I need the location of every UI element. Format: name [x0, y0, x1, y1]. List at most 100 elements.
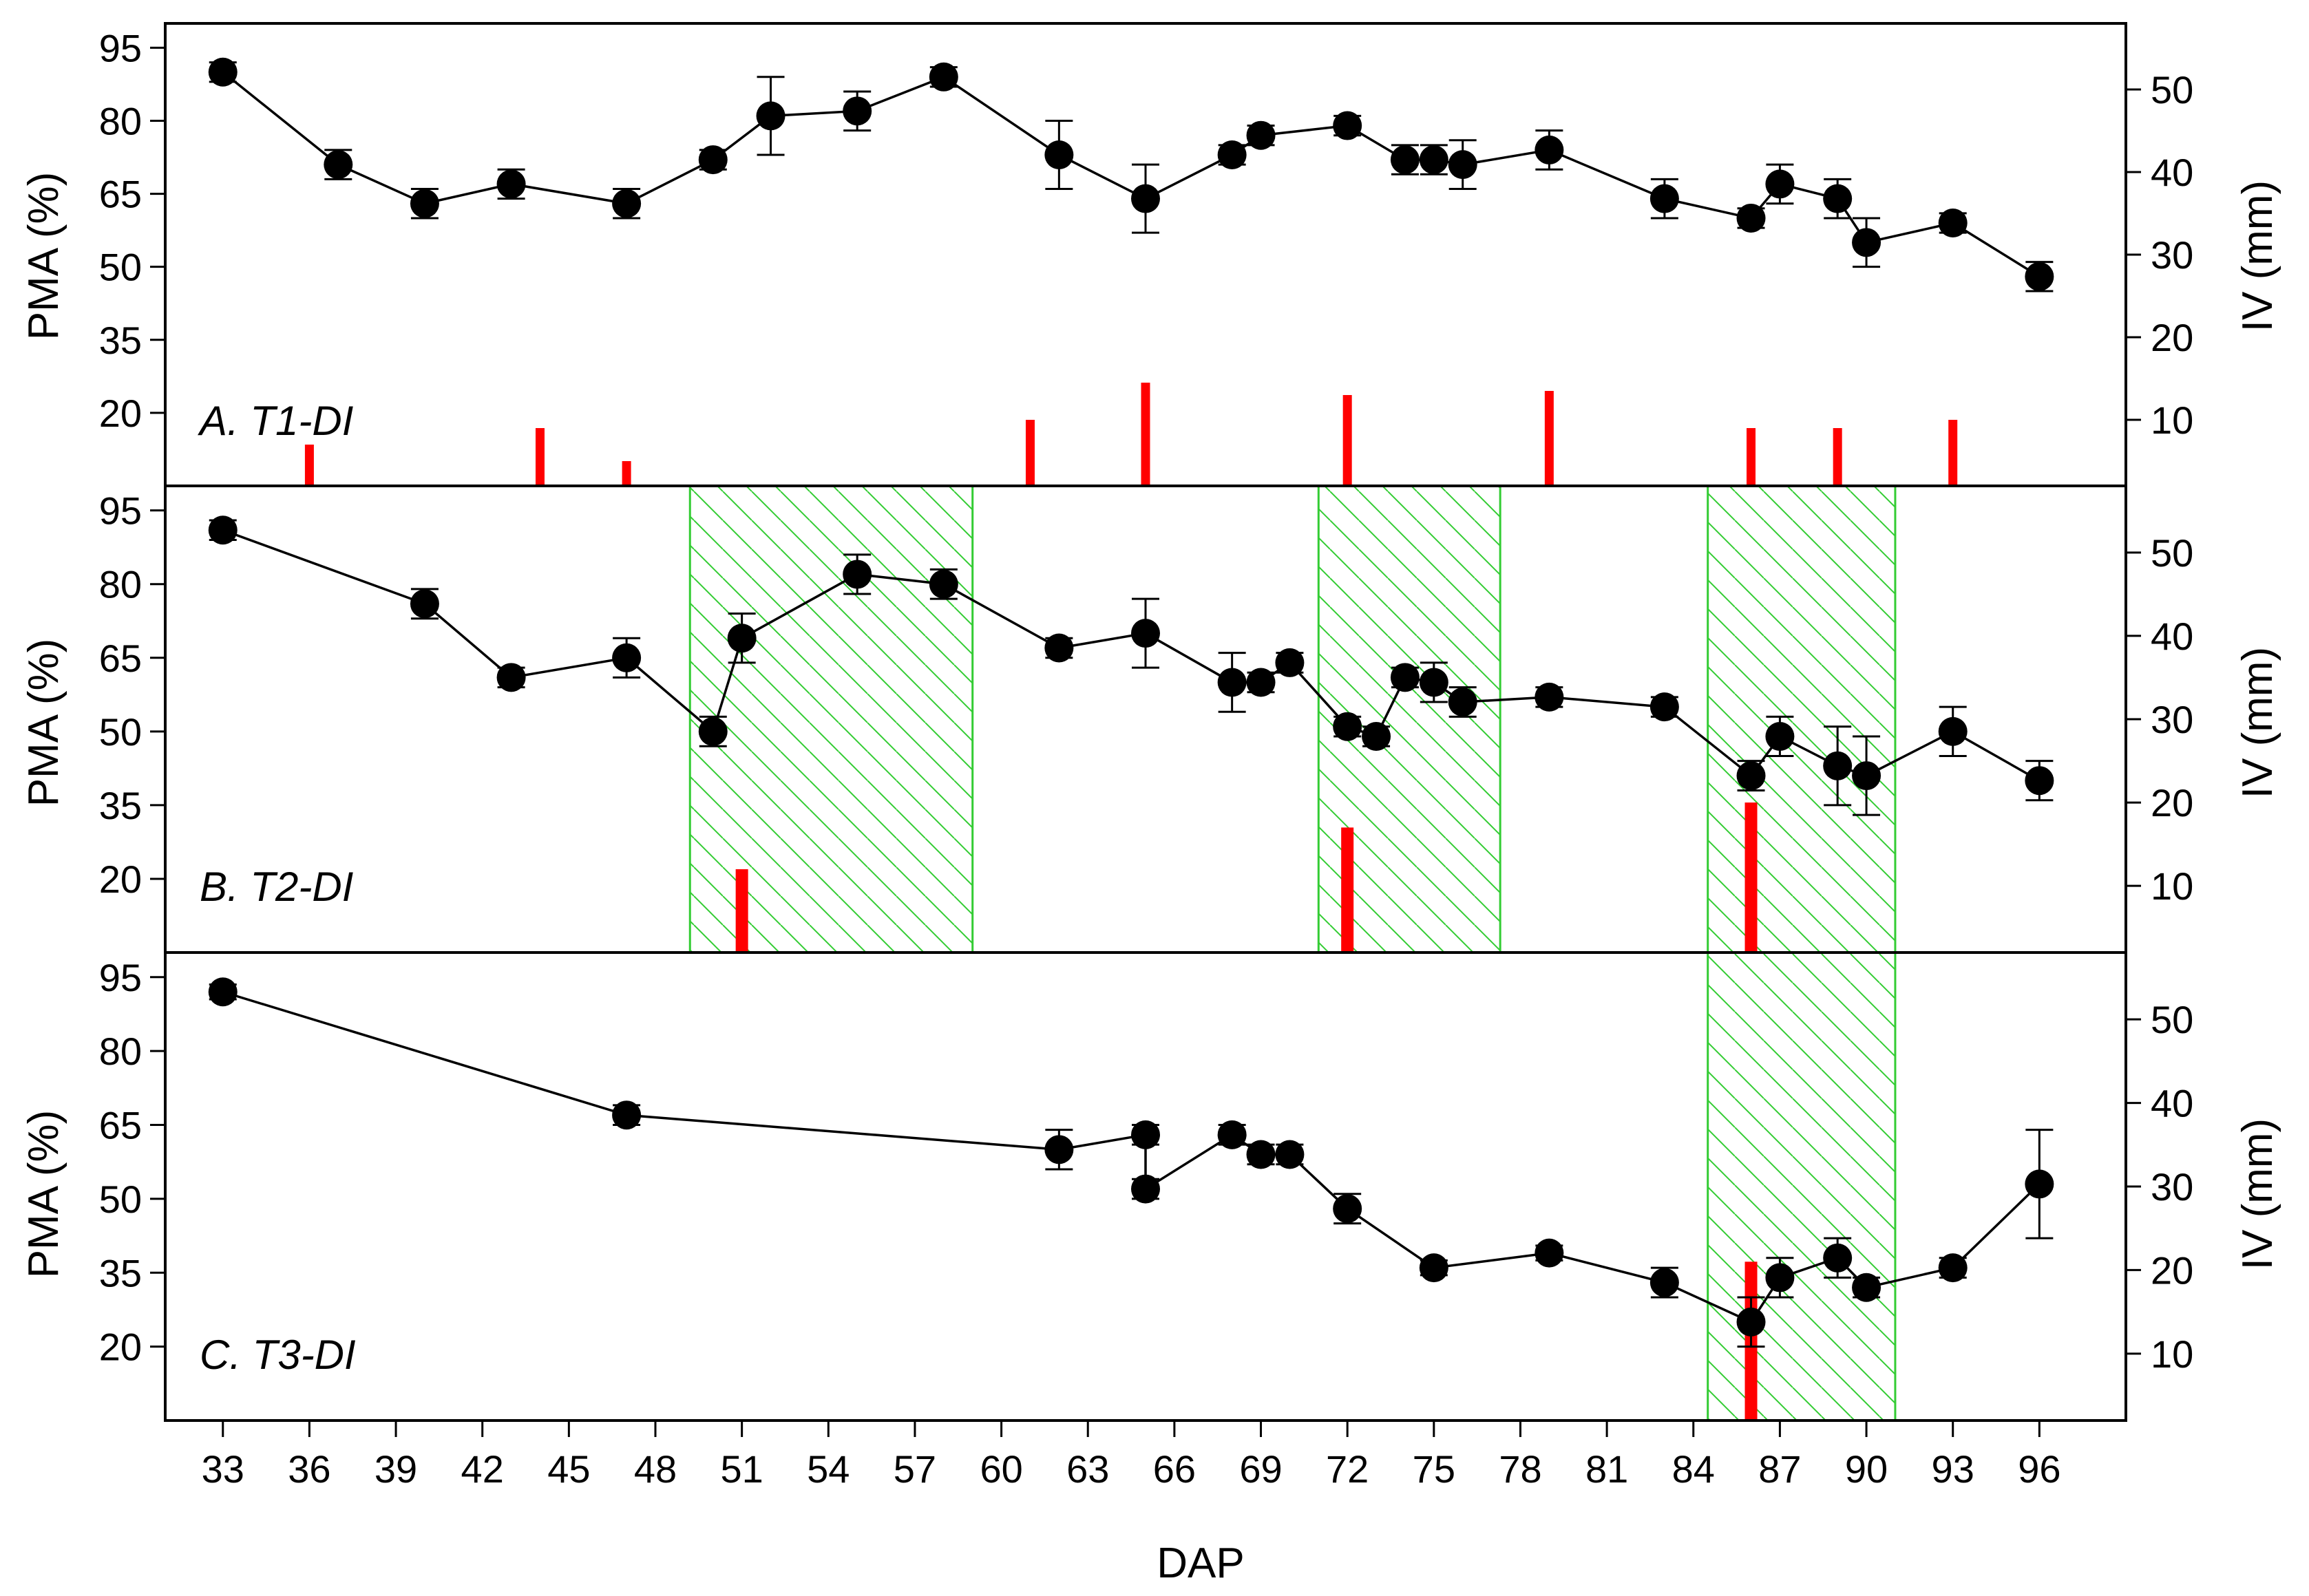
hatched-region-b-0	[688, 485, 974, 954]
data-point-c-5	[1217, 1120, 1247, 1149]
x-tick-label: 75	[1413, 1447, 1455, 1491]
data-point-b-1	[410, 589, 439, 619]
x-tick-label: 48	[634, 1447, 677, 1491]
data-point-b-24	[1938, 716, 1968, 746]
data-point-b-16	[1419, 668, 1448, 697]
data-point-c-1	[612, 1100, 642, 1130]
y-right-tick-label: 20	[2151, 781, 2193, 824]
y-left-tick-label: 50	[99, 1178, 142, 1221]
y-right-label-panel-c: IV (mm)	[2234, 1118, 2281, 1270]
iv-bar-b-0	[735, 869, 748, 953]
iv-bar-a-3	[1025, 420, 1035, 486]
data-point-c-16	[1938, 1253, 1968, 1283]
data-point-b-15	[1390, 663, 1420, 692]
x-tick-label: 63	[1066, 1447, 1109, 1491]
y-right-tick-label: 10	[2151, 864, 2193, 908]
data-point-c-3	[1131, 1120, 1160, 1149]
data-point-b-25	[2025, 766, 2054, 796]
y-right-tick-label: 30	[2151, 1165, 2193, 1209]
y-left-tick-label: 65	[99, 1104, 142, 1147]
x-tick-label: 87	[1758, 1447, 1801, 1491]
data-point-a-4	[612, 189, 642, 218]
data-point-b-18	[1535, 682, 1564, 712]
data-point-b-13	[1333, 712, 1362, 741]
x-tick-label: 81	[1585, 1447, 1628, 1491]
panel-label-b: B. T2-DI	[200, 864, 353, 910]
y-left-tick-label: 80	[99, 1030, 142, 1073]
data-point-a-18	[1649, 184, 1679, 213]
data-point-b-9	[1131, 619, 1160, 648]
data-point-b-17	[1448, 688, 1477, 717]
data-point-a-20	[1765, 169, 1795, 199]
x-tick-label: 36	[288, 1447, 330, 1491]
data-point-a-9	[1044, 140, 1074, 169]
data-point-c-10	[1535, 1238, 1564, 1268]
iv-bar-a-7	[1747, 428, 1756, 486]
data-point-b-11	[1246, 668, 1276, 697]
data-point-a-6	[756, 101, 786, 131]
y-right-tick-label: 40	[2151, 151, 2193, 194]
data-point-b-19	[1649, 692, 1679, 722]
x-tick-label: 39	[375, 1447, 417, 1491]
x-tick-label: 54	[807, 1447, 850, 1491]
x-tick-label: 69	[1239, 1447, 1282, 1491]
x-tick-label: 42	[461, 1447, 504, 1491]
data-point-a-24	[2025, 262, 2054, 291]
x-tick-label: 72	[1326, 1447, 1369, 1491]
y-right-tick-label: 20	[2151, 1248, 2193, 1292]
data-point-a-13	[1333, 111, 1362, 140]
data-point-b-2	[496, 663, 526, 692]
y-left-tick-label: 65	[99, 173, 142, 216]
data-point-c-6	[1246, 1140, 1276, 1169]
y-left-tick-label: 20	[99, 858, 142, 901]
y-left-tick-label: 65	[99, 637, 142, 680]
y-right-tick-label: 20	[2151, 316, 2193, 359]
data-point-b-5	[727, 624, 757, 653]
data-point-c-17	[2025, 1169, 2054, 1199]
y-left-label-panel-a: PMA (%)	[20, 172, 67, 341]
y-right-tick-label: 40	[2151, 1082, 2193, 1125]
y-left-tick-label: 20	[99, 392, 142, 435]
y-left-tick-label: 95	[99, 489, 142, 533]
y-right-tick-label: 30	[2151, 233, 2193, 277]
data-point-b-20	[1736, 761, 1766, 791]
y-left-tick-label: 95	[99, 26, 142, 70]
data-point-a-7	[843, 96, 872, 126]
axis-titles: PMA (%) PMA (%) PMA (%) IV (mm) IV (mm) …	[20, 172, 2281, 1279]
panel-label-c: C. T3-DI	[200, 1332, 356, 1378]
data-point-a-3	[496, 169, 526, 199]
panel-frame-c	[164, 951, 2127, 1422]
y-left-tick-label: 80	[99, 563, 142, 606]
data-point-b-8	[1044, 633, 1074, 663]
x-tick-label: 84	[1672, 1447, 1715, 1491]
iv-bar-a-5	[1342, 395, 1352, 486]
iv-bar-a-4	[1141, 383, 1150, 486]
data-point-b-6	[843, 560, 872, 589]
y-right-label-panel-a: IV (mm)	[2234, 180, 2281, 332]
hatched-region-b-2	[1707, 485, 1897, 954]
y-left-label-panel-b: PMA (%)	[20, 639, 67, 807]
iv-bar-b-2	[1744, 802, 1758, 953]
y-right-tick-label: 10	[2151, 1332, 2193, 1376]
data-point-a-16	[1448, 150, 1477, 180]
data-point-c-8	[1333, 1194, 1362, 1224]
data-point-c-15	[1852, 1273, 1881, 1302]
data-point-a-5	[698, 145, 728, 175]
x-tick-label: 33	[202, 1447, 244, 1491]
data-point-a-1	[324, 150, 353, 180]
y-left-tick-label: 35	[99, 1251, 142, 1295]
data-point-c-7	[1275, 1140, 1305, 1169]
iv-bars-layer	[304, 383, 1958, 1421]
y-right-tick-label: 10	[2151, 398, 2193, 442]
y-left-tick-label: 35	[99, 319, 142, 362]
x-tick-label: 60	[980, 1447, 1022, 1491]
data-point-b-4	[698, 716, 728, 746]
data-point-a-23	[1938, 209, 1968, 238]
y-right-label-panel-b: IV (mm)	[2234, 647, 2281, 798]
x-tick-label: 96	[2018, 1447, 2060, 1491]
panel-label-a: A. T1-DI	[198, 398, 353, 444]
y-right-tick-label: 40	[2151, 615, 2193, 658]
data-point-a-19	[1736, 203, 1766, 233]
y-right-tick-label: 50	[2151, 68, 2193, 111]
